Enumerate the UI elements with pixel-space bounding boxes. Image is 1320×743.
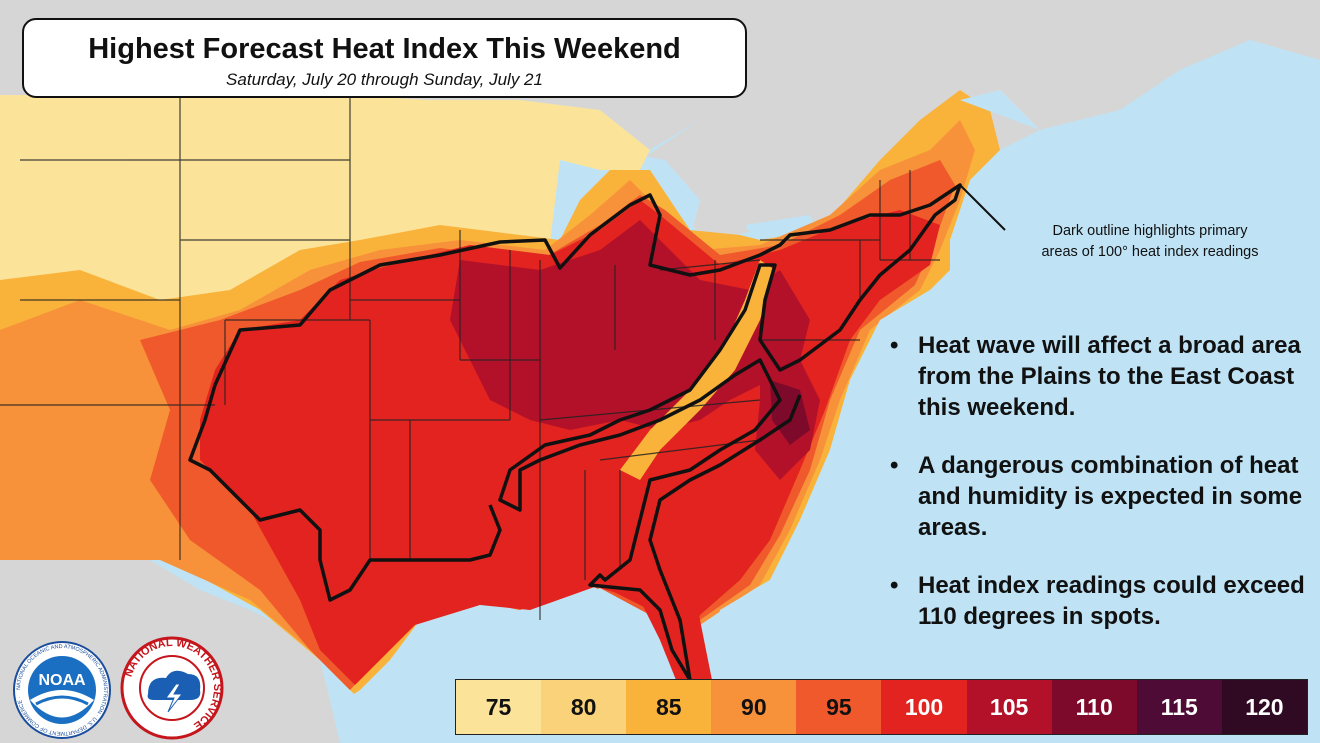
legend-cell-80: 80 <box>541 680 627 734</box>
legend-cell-120: 120 <box>1221 680 1307 734</box>
bullet-dangerous: A dangerous combination of heat and humi… <box>888 450 1308 543</box>
legend-cell-95: 95 <box>796 680 882 734</box>
outline-callout: Dark outline highlights primary areas of… <box>1000 221 1300 263</box>
map-subtitle: Saturday, July 20 through Sunday, July 2… <box>226 70 543 89</box>
noaa-logo: NOAA NATIONAL OCEANIC AND ATMOSPHERIC AD… <box>13 641 111 739</box>
legend-cell-110: 110 <box>1051 680 1137 734</box>
title-box: Highest Forecast Heat Index This Weekend… <box>22 18 747 98</box>
noaa-wordmark: NOAA <box>38 672 86 689</box>
legend-cell-75: 75 <box>456 680 542 734</box>
legend-cell-90: 90 <box>711 680 797 734</box>
callout-line-1: Dark outline highlights primary <box>1052 223 1248 239</box>
bullet-list: Heat wave will affect a broad area from … <box>888 330 1308 659</box>
nws-logo: NATIONAL WEATHER SERVICE <box>120 636 224 740</box>
callout-line-2: areas of 100° heat index readings <box>1041 244 1259 260</box>
legend-cell-100: 100 <box>881 680 967 734</box>
bullet-exceed-110: Heat index readings could exceed 110 deg… <box>888 570 1308 632</box>
legend-cell-85: 85 <box>626 680 712 734</box>
map-title: Highest Forecast Heat Index This Weekend <box>88 33 681 65</box>
callout-leader <box>959 184 1006 231</box>
lake-ontario <box>745 215 815 240</box>
legend-cell-105: 105 <box>966 680 1052 734</box>
heat-100-outline <box>188 183 962 682</box>
legend-cell-115: 115 <box>1136 680 1222 734</box>
bullet-heat-wave: Heat wave will affect a broad area from … <box>888 330 1308 423</box>
heat-index-legend: 75 80 85 90 95 100 105 110 115 120 <box>455 679 1308 735</box>
appalachian-cooler <box>620 260 775 480</box>
